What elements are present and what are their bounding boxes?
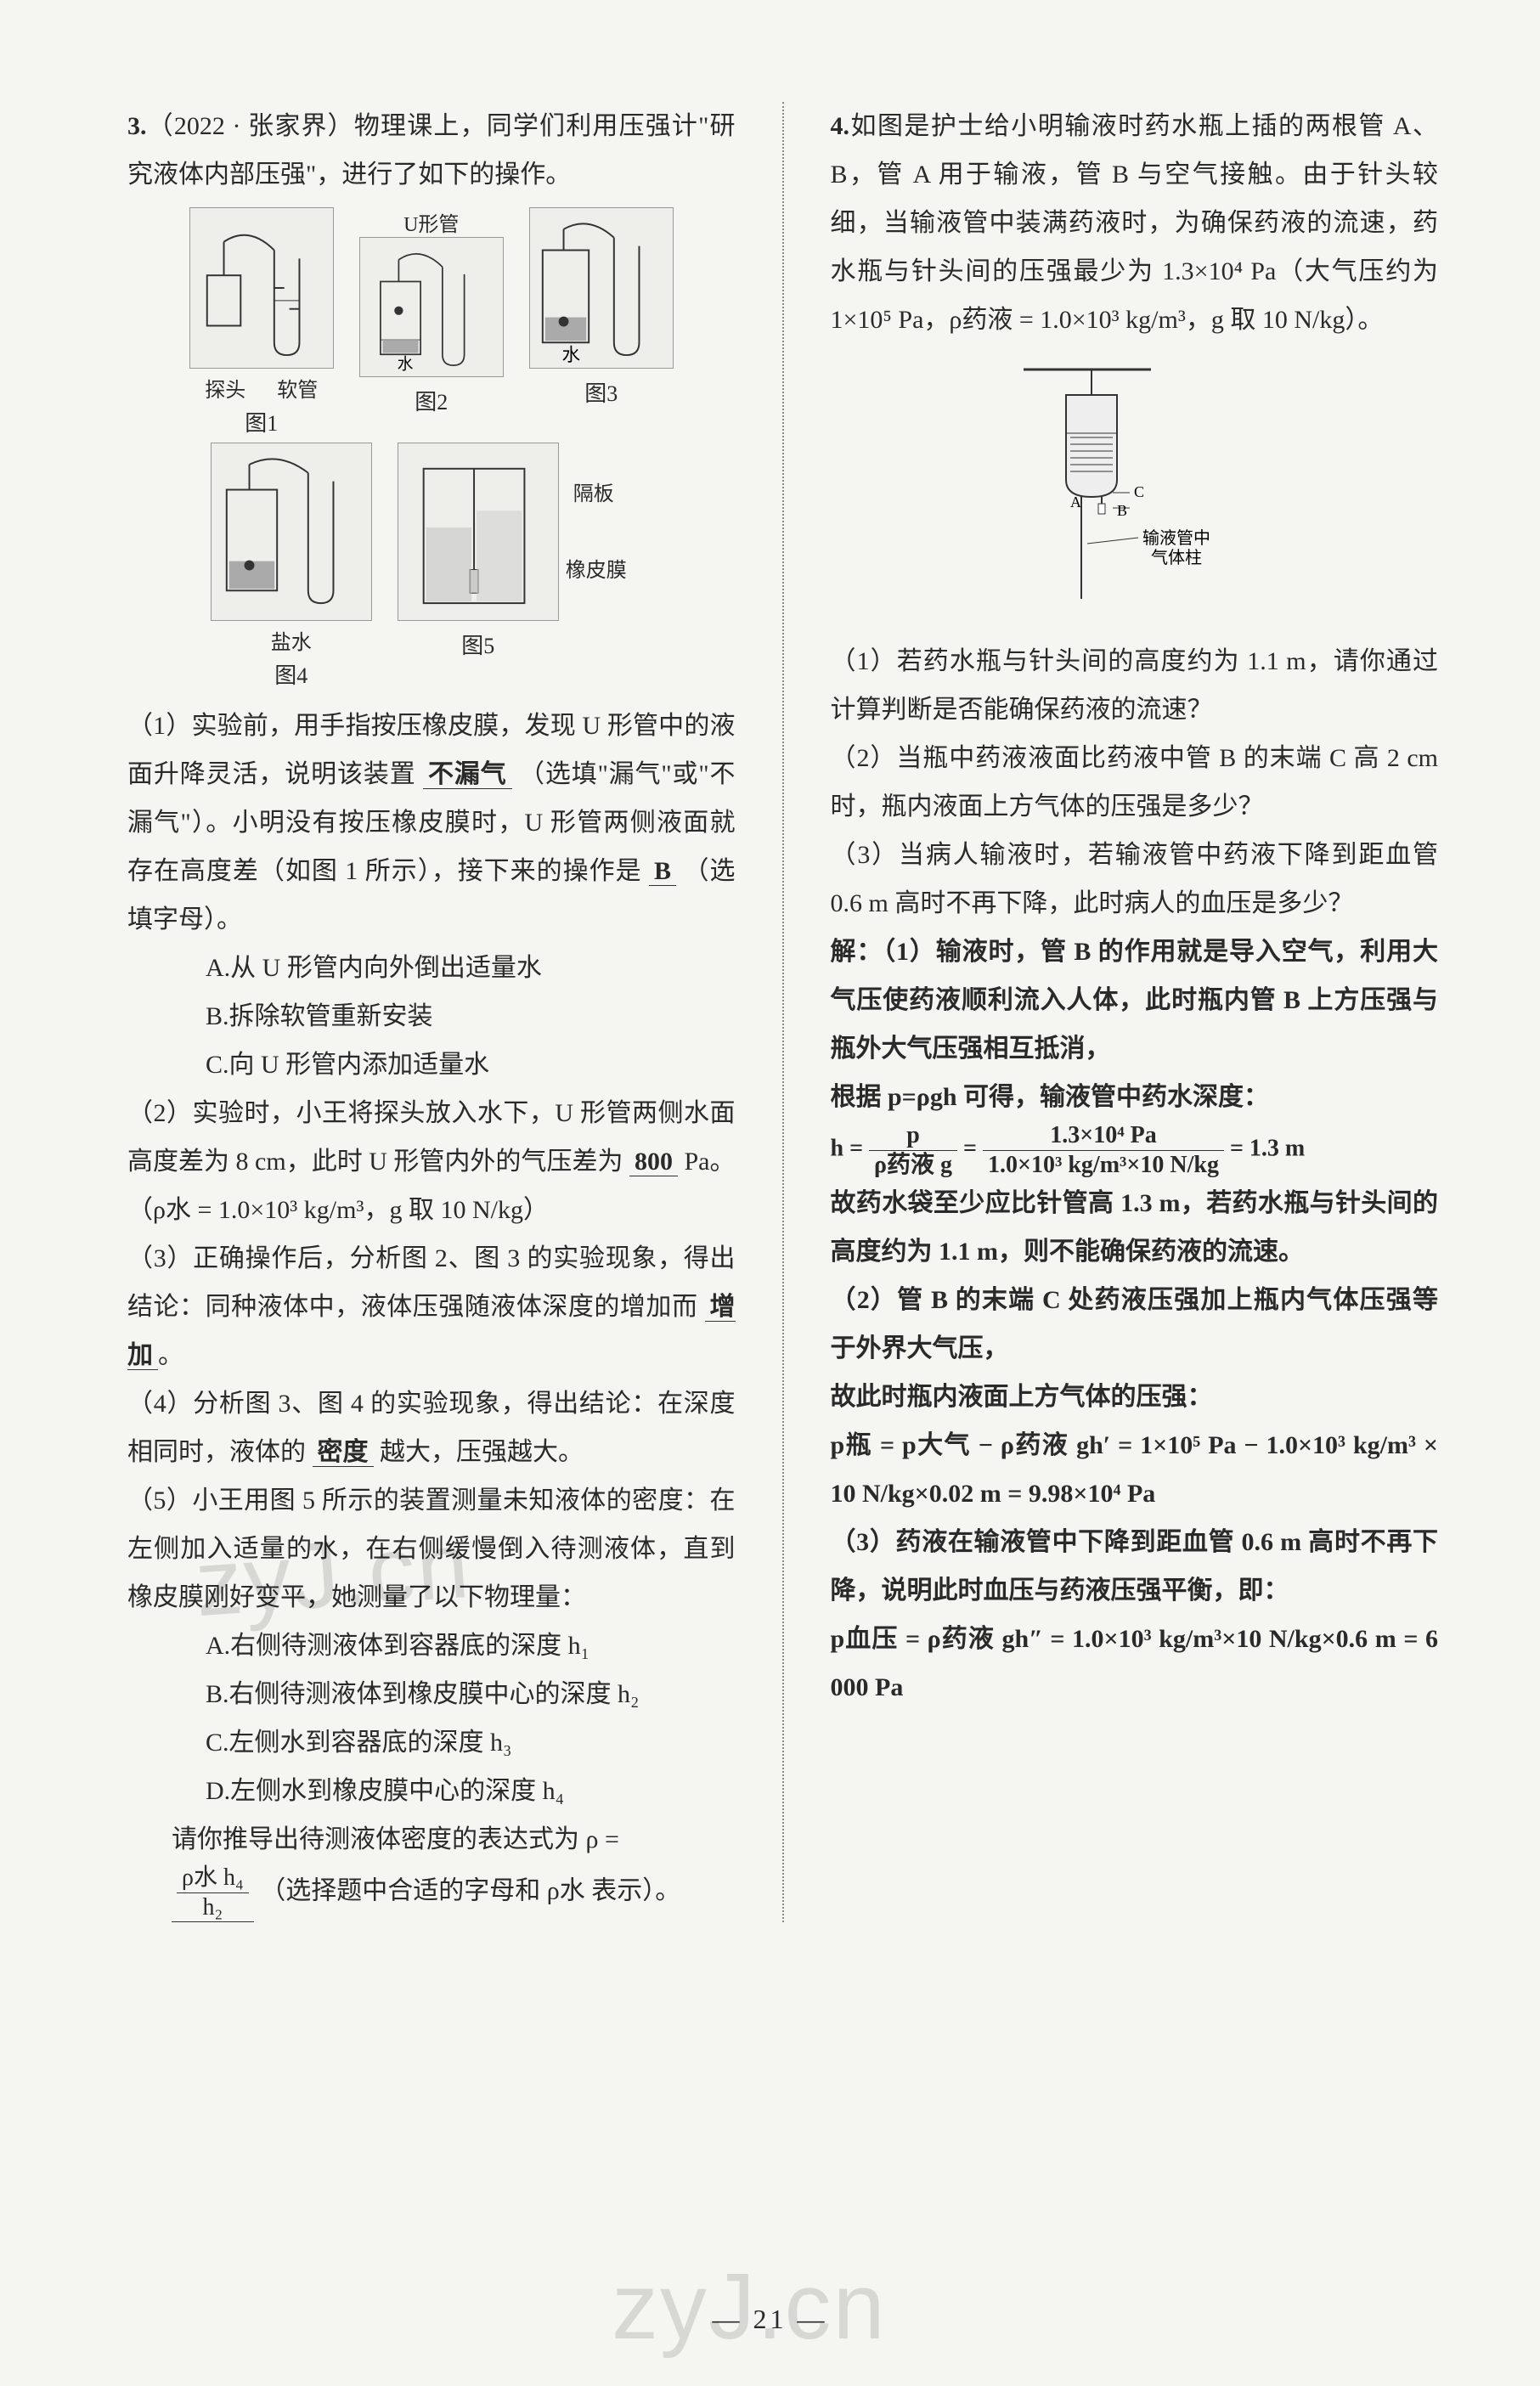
q4-sol-2a: （2）管 B 的末端 C 处药液压强加上瓶内气体压强等于外界大气压， [831,1276,1439,1373]
q4-sol-eq: = [963,1136,983,1162]
q3-p3-num: （3） [127,1244,193,1272]
q4-p3: （3）当病人输液时，若输液管中药液下降到距血管 0.6 m 高时不再下降，此时病… [831,831,1439,928]
label-gas-text: 气体柱 [1151,548,1202,567]
label-partition: 隔板 [573,477,614,506]
q3-p1-blank2: B [649,857,676,886]
q3-p1-optB: B.拆除软管重新安装 [127,992,736,1041]
q3-p1-num: （1） [127,712,191,740]
q4-prefix: 4. [831,112,850,140]
frac2: 1.3×10⁴ Pa 1.0×10³ kg/m³×10 N/kg [983,1121,1224,1179]
caption-fig4: 图4 [211,658,372,690]
q3-p1-optC: C.向 U 形管内添加适量水 [127,1041,736,1089]
diagram-fig2: 水 [359,237,504,377]
q3-p2-blank1: 800 [629,1148,678,1176]
frac2-num: 1.3×10⁴ Pa [983,1121,1224,1151]
q4-sol-2c: p瓶 = p大气 − ρ药液 gh′ = 1×10⁵ Pa − 1.0×10³ … [831,1421,1439,1518]
label-probe: 探头 [205,373,245,403]
q3-prefix: 3. [127,112,147,140]
q3-p5-num: （5） [127,1486,192,1515]
page-number: — 21 — [713,2304,828,2335]
q3-p5-b-wrap: 请你推导出待测液体密度的表达式为 ρ = [127,1815,736,1864]
q3-p5: （5）小王用图 5 所示的装置测量未知液体的密度：在左侧加入适量的水，在右侧缓慢… [127,1476,736,1622]
q3-p5-frac-line: ρ水 h₄ h₂ （选择题中合适的字母和 ρ水 表示）。 [127,1864,736,1922]
q4-sol-3a: （3）药液在输液管中下降到距血管 0.6 m 高时不再下降，说明此时血压与药液压… [831,1518,1439,1615]
label-tube: 软管 [277,373,318,403]
q3-p4: （4）分析图 3、图 4 的实验现象，得出结论：在深度相同时，液体的 密度 越大… [127,1379,736,1476]
label-membrane: 橡皮膜 [566,553,627,583]
frac1: p ρ药液 g [869,1121,957,1179]
q3-p5-c: （选择题中合适的字母和 ρ水 表示）。 [260,1876,680,1904]
q3-diagrams: 探头 软管 图1 U形管 [127,207,736,690]
q4-intro-text: 如图是护士给小明输液时药水瓶上插的两根管 A、B，管 A 用于输液，管 B 与空… [831,112,1439,334]
label-tube-text: 输液管中 [1142,528,1210,548]
q3-p1-blank1: 不漏气 [423,760,512,789]
q4-sol-1b: 根据 p=ρgh 可得，输液管中药水深度： [831,1073,1439,1121]
frac2-den: 1.0×10³ kg/m³×10 N/kg [983,1151,1224,1180]
q3-p5-frac-num: ρ水 h₄ [177,1864,249,1893]
q3-p5-optD: D.左侧水到橡皮膜中心的深度 h₄ [127,1767,736,1815]
diagram-fig5 [398,443,559,621]
q3-p3-a: 正确操作后，分析图 2、图 3 的实验现象，得出结论：同种液体中，液体压强随液体… [127,1244,736,1321]
q3-p5-frac-den: h₂ [177,1893,249,1922]
q4-p2: （2）当瓶中药液液面比药液中管 B 的末端 C 高 2 cm 时，瓶内液面上方气… [831,734,1439,831]
caption-fig2: 图2 [359,385,504,416]
q4-diagram: A C B 输液管中 气体柱 [831,353,1439,620]
frac1-den: ρ药液 g [869,1151,957,1180]
q3-p3: （3）正确操作后，分析图 2、图 3 的实验现象，得出结论：同种液体中，液体压强… [127,1234,736,1379]
q3-p5-optC: C.左侧水到容器底的深度 h₃ [127,1718,736,1767]
svg-text:C: C [1134,483,1144,500]
q4-p1: （1）若药水瓶与针头间的高度约为 1.1 m，请你通过计算判断是否能确保药液的流… [831,637,1439,734]
caption-fig3: 图3 [529,376,674,408]
label-utube: U形管 [359,207,504,237]
diagram-fig1 [189,207,334,369]
diagram-fig4 [211,443,372,621]
q3-p5-optA: A.右侧待测液体到容器底的深度 h₁ [127,1622,736,1670]
diagram-fig3: 水 [529,207,674,369]
q3-p1: （1）实验前，用手指按压橡皮膜，发现 U 形管中的液面升降灵活，说明该装置 不漏… [127,702,736,944]
q4-sol-1a: 解：（1）输液时，管 B 的作用就是导入空气，利用大气压使药液顺利流入人体，此时… [831,928,1439,1073]
q4-sol-1c: h = p ρ药液 g = 1.3×10⁴ Pa 1.0×10³ kg/m³×1… [831,1121,1439,1179]
label-salt: 盐水 [211,625,372,655]
q3-p2-num: （2） [127,1099,192,1127]
q3-p5-optB: B.右侧待测液体到橡皮膜中心的深度 h₂ [127,1670,736,1718]
q3-p5-frac: ρ水 h₄ h₂ [172,1864,254,1922]
q3-source: （2022 · 张家界） [147,112,354,140]
q4-sol-2b: 故此时瓶内液面上方气体的压强： [831,1373,1439,1421]
q3-p1-optA: A.从 U 形管内向外倒出适量水 [127,944,736,992]
frac1-num: p [869,1121,957,1151]
q3-p5-a: 小王用图 5 所示的装置测量未知液体的密度：在左侧加入适量的水，在右侧缓慢倒入待… [127,1486,736,1611]
q4-sol-h: h = [831,1136,870,1162]
q3-p4-b: 越大，压强越大。 [380,1438,584,1466]
caption-fig1: 图1 [189,406,334,437]
svg-text:水: 水 [561,345,580,365]
q4-sol-3b: p血压 = ρ药液 gh″ = 1.0×10³ kg/m³×10 N/kg×0.… [831,1615,1439,1712]
q4-sol-1d: 故药水袋至少应比针管高 1.3 m，若药水瓶与针头间的高度约为 1.1 m，则不… [831,1179,1439,1276]
q3-p4-num: （4） [127,1390,193,1418]
q3-intro: 3.（2022 · 张家界）物理课上，同学们利用压强计"研究液体内部压强"，进行… [127,102,736,199]
svg-text:B: B [1117,502,1127,519]
q4-intro: 4.如图是护士给小明输液时药水瓶上插的两根管 A、B，管 A 用于输液，管 B … [831,102,1439,344]
q3-p4-blank1: 密度 [313,1438,374,1467]
q4-sol-res: = 1.3 m [1230,1136,1305,1162]
svg-text:A: A [1070,494,1081,510]
q3-p5-b: 请你推导出待测液体密度的表达式为 ρ = [172,1825,619,1853]
label-water-inline: 水 [397,354,413,373]
q3-p2: （2）实验时，小王将探头放入水下，U 形管两侧水面高度差为 8 cm，此时 U … [127,1089,736,1234]
caption-fig5: 图5 [398,629,559,660]
q3-p3-b: 。 [158,1341,183,1369]
